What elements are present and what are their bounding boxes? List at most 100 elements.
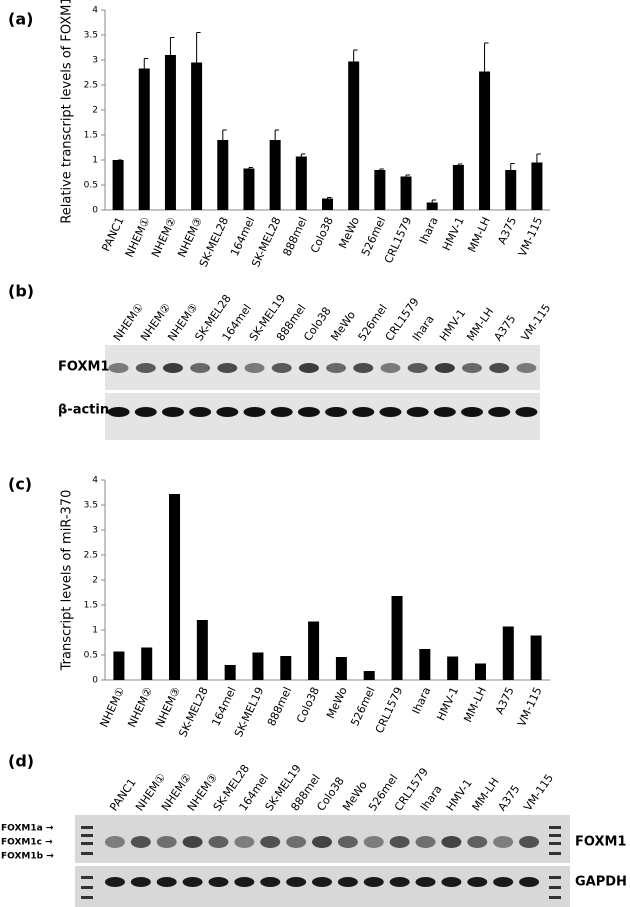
error-bar (457, 163, 463, 165)
lane-label: VM-115 (519, 302, 554, 344)
x-tick-label: 526mel (348, 685, 377, 728)
ladder (81, 896, 93, 899)
band (337, 836, 358, 848)
y-tick-label: 3.5 (84, 31, 98, 41)
band (297, 407, 320, 417)
x-tick-label: HMV-1 (440, 215, 467, 253)
y-tick-label: 4 (92, 6, 98, 16)
band (234, 877, 255, 887)
band (312, 877, 332, 887)
band (208, 836, 229, 848)
band (108, 363, 129, 373)
bar (391, 596, 403, 680)
x-tick-label: HMV-1 (434, 685, 461, 723)
error-bar (300, 153, 306, 157)
band (433, 407, 456, 417)
lane-label: Ihara (410, 313, 437, 344)
bar (243, 168, 255, 210)
bar (531, 162, 543, 210)
x-tick-label: 888mel (280, 215, 309, 258)
y-tick-label: 2 (92, 106, 98, 116)
x-tick-label: A375 (493, 685, 517, 716)
x-tick-label: CRL1579 (373, 685, 406, 735)
band (326, 363, 347, 373)
x-tick-label: VM-115 (516, 215, 546, 259)
ladder (81, 842, 93, 845)
band (337, 877, 358, 887)
y-tick-label: 3 (92, 526, 98, 536)
lane-label: PANC1 (107, 776, 139, 813)
x-tick-label: NHEM③ (175, 215, 205, 259)
error-bar (536, 153, 541, 163)
band (389, 877, 410, 887)
band (286, 877, 307, 887)
band (260, 877, 281, 887)
y-tick-label: 0 (92, 676, 98, 686)
ladder (81, 834, 93, 837)
bar (452, 165, 464, 210)
band (389, 836, 410, 848)
band (286, 836, 307, 848)
bar (447, 656, 459, 680)
lane-label: A375 (491, 313, 518, 344)
lane-label: A375 (495, 783, 522, 814)
bar (363, 671, 375, 680)
x-tick-label: Ihara (417, 215, 441, 246)
y-tick-label: 1.5 (84, 131, 98, 141)
x-tick-label: NHEM② (125, 685, 155, 729)
band (134, 407, 157, 417)
error-bar (379, 168, 384, 170)
y-tick-label: 1.5 (84, 601, 98, 611)
bar (113, 651, 125, 680)
ladder (81, 876, 93, 879)
bar (217, 140, 229, 210)
bar (138, 68, 150, 210)
band (441, 836, 462, 848)
x-tick-label: MM-LH (461, 685, 489, 724)
band (467, 877, 488, 887)
band (462, 363, 483, 373)
band (407, 363, 428, 373)
y-tick-label: 2.5 (84, 81, 98, 91)
ladder (549, 834, 561, 837)
bar (164, 55, 176, 210)
x-tick-label: Ihara (410, 685, 434, 716)
band (208, 877, 229, 887)
band (216, 407, 239, 417)
band (380, 363, 401, 373)
bar (295, 156, 307, 210)
band (493, 877, 514, 887)
band (415, 836, 436, 848)
x-tick-label: NHEM① (123, 215, 153, 259)
y-tick-label: 4 (92, 476, 98, 486)
bar (141, 647, 153, 680)
error-bar (327, 197, 332, 199)
band (493, 836, 514, 848)
x-tick-label: PANC1 (99, 215, 126, 253)
ladder (549, 842, 561, 845)
band (182, 877, 203, 887)
gel-image (75, 815, 570, 907)
band (244, 363, 265, 373)
error-bar (143, 58, 149, 69)
panel-label: (d) (8, 752, 34, 771)
error-bar (196, 32, 201, 63)
band (271, 363, 292, 373)
bar (112, 160, 124, 210)
band (260, 836, 281, 848)
ladder (549, 826, 561, 829)
bar (191, 62, 203, 210)
band (182, 836, 203, 848)
band (312, 836, 332, 848)
band (441, 877, 462, 887)
error-bar (484, 42, 489, 72)
bar (502, 626, 514, 680)
y-tick-label: 3 (92, 56, 98, 66)
x-tick-label: Colo38 (308, 215, 336, 255)
x-tick-label: Colo38 (294, 685, 322, 725)
band (107, 407, 130, 417)
x-tick-label: 888mel (265, 685, 294, 728)
x-tick-label: 164mel (209, 685, 238, 728)
isoform-label: FOXM1c → (1, 838, 53, 848)
